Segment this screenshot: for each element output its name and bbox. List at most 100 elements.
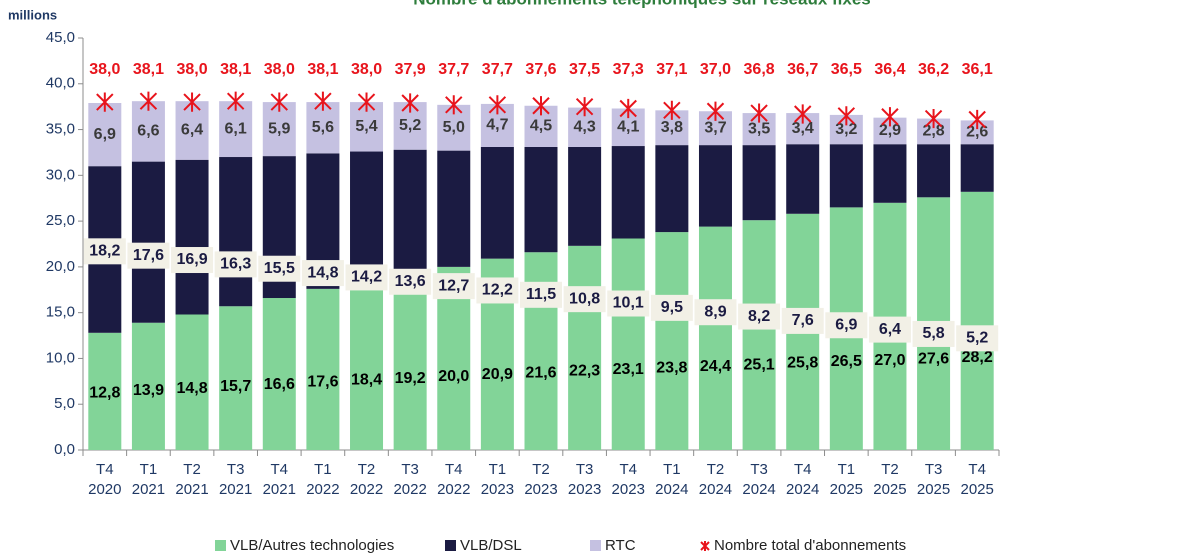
x-tick-label: 2022 xyxy=(437,481,470,498)
total-label: 38,1 xyxy=(220,61,251,78)
legend-label: VLB/Autres technologies xyxy=(230,537,394,554)
value-label: 20,0 xyxy=(438,368,469,385)
value-label: 27,6 xyxy=(918,351,949,368)
total-marker xyxy=(314,91,332,111)
value-label: 2,8 xyxy=(922,123,944,140)
value-label-bg xyxy=(825,312,868,339)
total-marker xyxy=(619,98,637,119)
bar-segment xyxy=(219,157,253,307)
total-marker xyxy=(794,104,812,124)
legend-label: RTC xyxy=(605,537,636,554)
bar-segment xyxy=(611,146,645,239)
total-marker xyxy=(488,95,507,115)
total-marker xyxy=(750,103,768,123)
value-label: 13,6 xyxy=(395,273,426,290)
bar-segment xyxy=(131,161,165,323)
value-label: 21,6 xyxy=(525,364,556,381)
total-label: 38,0 xyxy=(264,61,295,78)
total-marker xyxy=(270,92,288,112)
value-label: 23,1 xyxy=(613,361,644,378)
x-tick-label: 2021 xyxy=(175,481,208,498)
value-label-bg xyxy=(214,251,257,278)
value-label: 18,2 xyxy=(89,243,120,260)
x-tick-label: T1 xyxy=(838,461,856,478)
x-tick-label: T1 xyxy=(314,461,332,478)
legend-swatch xyxy=(445,540,456,551)
value-label: 20,9 xyxy=(482,366,513,383)
legend-label: Nombre total d'abonnements xyxy=(714,537,906,554)
value-label-bg xyxy=(83,238,126,265)
legend-label: VLB/DSL xyxy=(460,537,522,554)
x-tick-label: 2025 xyxy=(873,481,906,498)
value-label: 14,8 xyxy=(307,264,338,281)
value-label: 16,6 xyxy=(264,376,295,393)
x-tick-label: 2021 xyxy=(263,481,296,498)
value-label: 5,9 xyxy=(268,120,290,137)
value-label: 24,4 xyxy=(700,358,731,375)
bar-segment xyxy=(480,146,514,259)
y-tick-label: 25,0 xyxy=(46,212,75,229)
value-label: 28,2 xyxy=(962,349,993,366)
bar-segment xyxy=(350,151,384,282)
x-tick-label: 2021 xyxy=(219,481,252,498)
x-tick-label: T4 xyxy=(619,461,637,478)
x-tick-label: 2021 xyxy=(132,481,165,498)
total-marker xyxy=(968,109,986,130)
bar-segment xyxy=(611,238,645,450)
value-label: 3,2 xyxy=(835,121,857,138)
value-label-bg xyxy=(171,247,214,274)
value-label-bg xyxy=(607,290,650,317)
bar-segment xyxy=(742,220,776,450)
bar-segment xyxy=(568,146,602,246)
total-label: 36,1 xyxy=(962,61,993,78)
value-label-bg xyxy=(956,325,999,352)
x-tick-label: 2023 xyxy=(568,481,601,498)
total-label: 38,1 xyxy=(133,61,164,78)
x-tick-label: T4 xyxy=(96,461,114,478)
value-label-bg xyxy=(476,277,519,304)
total-label: 37,7 xyxy=(438,61,469,78)
value-label: 4,7 xyxy=(486,117,508,134)
x-tick-label: 2023 xyxy=(481,481,514,498)
value-label-bg xyxy=(520,281,562,308)
bar-segment xyxy=(698,226,732,450)
bar-segment xyxy=(960,191,994,450)
bar-segment xyxy=(786,144,820,214)
value-label: 7,6 xyxy=(792,312,814,329)
value-label: 23,8 xyxy=(656,359,687,376)
value-label: 6,9 xyxy=(94,126,116,143)
bar-segment xyxy=(960,144,994,192)
total-marker xyxy=(139,91,158,111)
value-label: 11,5 xyxy=(526,286,556,303)
total-marker xyxy=(357,92,376,112)
bar-segment xyxy=(88,103,122,167)
value-label: 15,5 xyxy=(264,260,295,277)
value-label: 5,0 xyxy=(443,119,465,136)
value-label: 18,4 xyxy=(351,372,382,389)
x-tick-label: T3 xyxy=(227,461,245,478)
bar-segment xyxy=(393,149,427,275)
total-label: 36,8 xyxy=(744,61,775,78)
x-tick-label: T1 xyxy=(140,461,158,478)
x-tick-label: T2 xyxy=(183,461,201,478)
x-tick-label: T3 xyxy=(401,461,419,478)
x-tick-label: T1 xyxy=(663,461,681,478)
value-label-bg xyxy=(781,307,824,334)
total-label: 38,0 xyxy=(89,61,120,78)
bar-segment xyxy=(306,288,340,450)
x-tick-label: T2 xyxy=(532,461,550,478)
legend-swatch xyxy=(590,540,601,551)
bar-segment xyxy=(873,144,907,203)
total-label: 37,7 xyxy=(482,61,513,78)
value-label: 3,8 xyxy=(661,119,683,136)
y-tick-label: 15,0 xyxy=(46,304,75,321)
bar-segment xyxy=(655,232,689,450)
total-label: 37,1 xyxy=(656,61,687,78)
y-tick-label: 35,0 xyxy=(46,121,75,138)
value-label: 16,3 xyxy=(220,256,251,273)
x-tick-label: 2023 xyxy=(524,481,557,498)
value-label-bg xyxy=(650,294,693,321)
value-label: 14,8 xyxy=(176,380,207,397)
value-label: 2,9 xyxy=(879,122,901,139)
